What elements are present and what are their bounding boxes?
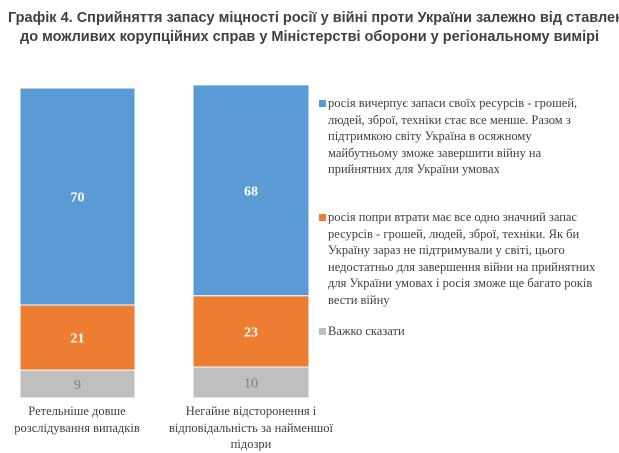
- bar-segment-depleting: [192, 84, 310, 297]
- legend-swatch-gray: [319, 328, 326, 335]
- category-label-1: Ретельніше довше розслідування випадків: [14, 404, 140, 435]
- chart-title-line1: Графік 4. Сприйняття запасу міцності рос…: [8, 10, 619, 26]
- bar-segment-significant: [19, 304, 136, 371]
- legend-label: росія попри втрати має все одно значний …: [328, 210, 596, 307]
- legend-label: росія вичерпує запаси своїх ресурсів - г…: [328, 96, 578, 176]
- legend-swatch-orange: [319, 214, 326, 221]
- bar-segment-depleting: [19, 87, 136, 306]
- legend-item-depleting: росія вичерпує запаси своїх ресурсів - г…: [319, 95, 604, 178]
- chart-title: Графік 4. Сприйняття запасу міцності рос…: [8, 9, 619, 47]
- data-label-hard-to-say: 9: [74, 378, 81, 393]
- data-label-hard-to-say: 10: [244, 377, 258, 392]
- data-label-depleting: 70: [71, 191, 85, 206]
- bar-segment-hard-to-say: [192, 366, 310, 399]
- bar-segment-significant: [192, 295, 310, 368]
- bar-segment-hard-to-say: [19, 369, 136, 399]
- category-label-2: Негайне відсторонення і відповідальність…: [168, 404, 334, 451]
- chart-title-line2: до можливих корупційних справ у Міністер…: [20, 29, 600, 45]
- data-label-significant: 21: [71, 332, 85, 347]
- data-label-significant: 23: [244, 325, 258, 340]
- legend-item-significant: росія попри втрати має все одно значний …: [319, 209, 604, 308]
- data-label-depleting: 68: [244, 184, 258, 199]
- legend-swatch-blue: [319, 100, 326, 107]
- legend-label: Важко сказати: [328, 324, 405, 338]
- legend-item-hard-to-say: Важко сказати: [319, 323, 604, 340]
